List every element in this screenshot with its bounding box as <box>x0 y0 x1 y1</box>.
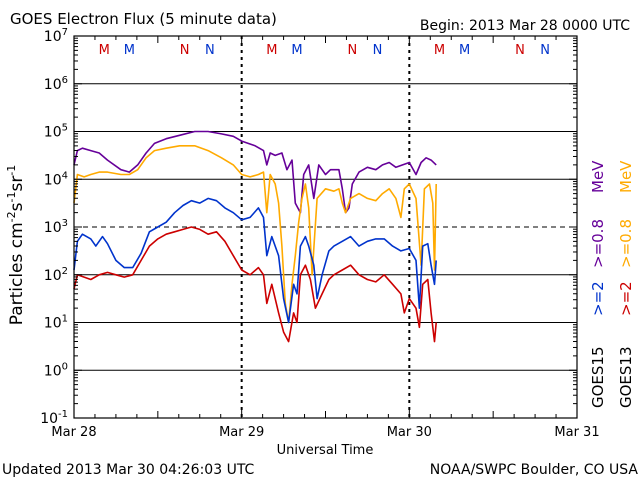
legend-entry: >=0.8 <box>589 219 607 268</box>
grid-lines <box>74 83 577 371</box>
y-tick-label: 102 <box>44 266 68 284</box>
legend-entry: GOES15 <box>589 346 607 408</box>
y-axis-label: Particles cm-2s-1sr-1 <box>5 165 27 326</box>
mn-marker: M <box>99 43 110 58</box>
credit-label: NOAA/SWPC Boulder, CO USA <box>430 462 639 478</box>
legend-entry: >=2 <box>617 281 635 316</box>
mn-marker: N <box>540 43 550 58</box>
series-line-1 <box>73 145 437 324</box>
mn-marker: N <box>373 43 383 58</box>
y-tick-labels: 107 106 105 104 103 102 101 100 10-1 <box>40 27 68 427</box>
mn-marker: N <box>180 43 190 58</box>
series-line-0 <box>73 130 437 214</box>
series-line-3 <box>73 226 437 343</box>
axis-ticks <box>73 35 578 419</box>
x-tick-label: Mar 30 <box>387 425 432 440</box>
legend-entry: MeV <box>617 160 635 193</box>
mn-marker: N <box>347 43 357 58</box>
y-tick-label: 100 <box>44 361 68 379</box>
updated-label: Updated 2013 Mar 30 04:26:03 UTC <box>2 462 255 478</box>
y-tick-label: 10-1 <box>40 409 68 427</box>
mn-marker: N <box>515 43 525 58</box>
x-tick-labels: Mar 28 Mar 29 Mar 30 Mar 31 <box>51 425 599 440</box>
y-tick-label: 105 <box>44 123 68 141</box>
legend-entry: >=0.8 <box>617 219 635 268</box>
legend-entry: GOES13 <box>617 346 635 408</box>
y-tick-label: 103 <box>44 218 68 236</box>
y-tick-label: 104 <box>44 170 68 188</box>
day-divider-lines <box>240 36 411 418</box>
series-line-2 <box>73 197 437 324</box>
y-tick-label: 107 <box>44 27 68 45</box>
chart-title: GOES Electron Flux (5 minute data) <box>10 10 277 28</box>
x-axis-label: Universal Time <box>277 443 374 458</box>
mn-marker: M <box>124 43 135 58</box>
legend-entry: MeV <box>589 160 607 193</box>
legend-entry: >=2 <box>589 281 607 316</box>
y-tick-label: 106 <box>44 75 68 93</box>
series-lines <box>73 130 437 343</box>
y-tick-label: 101 <box>44 314 68 332</box>
mn-marker: N <box>205 43 215 58</box>
legend: GOES15 >=2 >=0.8 MeV GOES13 >=2 >=0.8 MeV <box>589 160 635 408</box>
x-tick-label: Mar 29 <box>219 425 264 440</box>
mn-marker: M <box>459 43 470 58</box>
begin-label: Begin: 2013 Mar 28 0000 UTC <box>420 18 630 34</box>
x-tick-label: Mar 28 <box>51 425 96 440</box>
mn-marker: M <box>266 43 277 58</box>
mn-marker: M <box>434 43 445 58</box>
mn-marker: M <box>291 43 302 58</box>
x-tick-label: Mar 31 <box>554 425 599 440</box>
